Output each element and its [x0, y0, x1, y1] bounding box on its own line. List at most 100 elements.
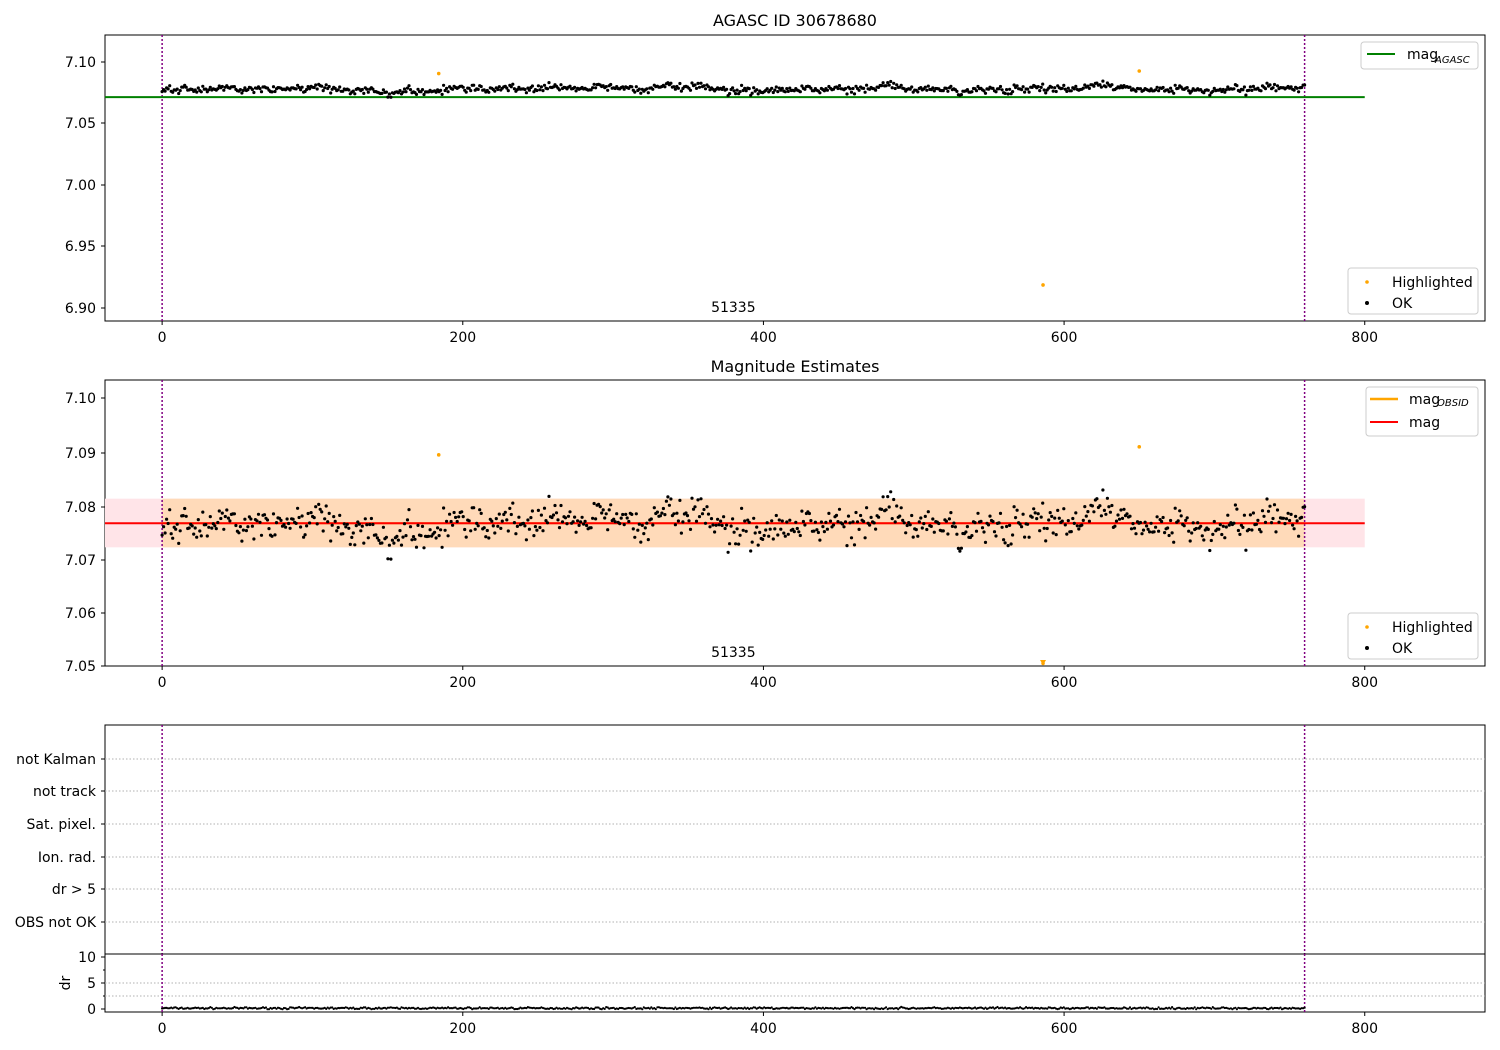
ok-point [959, 546, 964, 550]
ok-point [706, 85, 711, 89]
ok-point [490, 519, 494, 523]
out-of-range-marker [1040, 660, 1047, 665]
ok-point [795, 526, 799, 531]
ok-point [863, 536, 867, 540]
ok-point [1050, 514, 1054, 519]
ok-point [702, 84, 706, 88]
ok-point [1208, 548, 1212, 553]
ok-point [898, 514, 902, 518]
ok-point [926, 84, 930, 88]
ok-point [1000, 525, 1004, 529]
ok-point [837, 507, 842, 511]
ok-point [449, 519, 453, 524]
ok-point [214, 527, 218, 531]
ok-point [890, 517, 894, 521]
ok-point [1128, 514, 1132, 518]
ok-point [523, 524, 527, 528]
ok-point [788, 518, 792, 522]
ok-point [685, 514, 690, 518]
ok-point [357, 522, 361, 526]
ok-point [464, 90, 468, 94]
dr-point [802, 1006, 805, 1009]
dr-point [454, 1006, 457, 1009]
ok-point [1259, 530, 1263, 534]
ok-point [1101, 79, 1105, 83]
ok-point [607, 508, 611, 512]
ok-point [341, 532, 345, 536]
ok-point [369, 516, 373, 521]
ok-point [285, 517, 289, 521]
ok-point [365, 523, 369, 527]
legend-label-mag-agasc: mag [1407, 47, 1438, 63]
ok-point [916, 534, 920, 538]
ok-point [574, 530, 578, 534]
ok-point [1143, 520, 1147, 524]
ok-point [994, 534, 998, 538]
ok-point [1263, 520, 1268, 525]
ok-point [437, 534, 441, 538]
ok-point [163, 531, 167, 535]
ok-point [422, 546, 426, 550]
ok-point [204, 523, 208, 527]
dr-point [1279, 1006, 1282, 1009]
ok-point [1178, 509, 1182, 513]
ok-point [854, 510, 858, 515]
ok-point [464, 535, 468, 539]
ok-point [958, 549, 962, 553]
ok-point [1027, 90, 1031, 94]
ok-point [526, 518, 530, 522]
ok-point [901, 518, 905, 523]
ok-point [1026, 522, 1030, 526]
ok-point [655, 510, 660, 514]
ok-point [651, 87, 655, 91]
ok-point [1275, 508, 1280, 512]
ok-point [1176, 86, 1180, 90]
ok-point [902, 87, 906, 91]
ok-point [624, 512, 628, 517]
ok-point [852, 543, 857, 547]
ok-point [664, 499, 669, 503]
ok-point [1206, 527, 1210, 532]
dr-point [281, 1008, 284, 1011]
ok-point [1081, 86, 1085, 90]
ok-point [849, 90, 854, 94]
ok-point [1284, 517, 1289, 521]
ok-point [1069, 530, 1073, 534]
ok-point [1155, 85, 1159, 89]
ok-point [330, 523, 334, 527]
ok-point [753, 531, 757, 535]
ok-point [1295, 519, 1299, 523]
dr-point [799, 1006, 802, 1010]
ok-point [381, 525, 385, 529]
ok-point [1303, 83, 1307, 87]
dr-point [264, 1006, 268, 1009]
ok-point [1202, 91, 1206, 95]
ok-point [944, 519, 949, 523]
ok-point [809, 86, 813, 90]
dr-point [1211, 1006, 1214, 1009]
ok-point [855, 520, 860, 524]
ok-point [1063, 523, 1067, 527]
ok-point [329, 539, 333, 543]
ok-point [1218, 87, 1222, 91]
ok-point [642, 532, 646, 536]
ok-point [240, 91, 244, 95]
ok-point [770, 519, 774, 523]
ok-point [1065, 532, 1069, 536]
ok-point [1281, 516, 1286, 520]
ok-point [786, 89, 790, 93]
ok-point [308, 521, 312, 525]
ok-point [634, 512, 638, 516]
ok-point [725, 87, 729, 91]
dr-point [770, 1006, 773, 1009]
ok-point [1138, 87, 1143, 91]
ok-point [678, 498, 682, 502]
ok-point [568, 84, 572, 88]
ok-point [849, 536, 854, 540]
ok-point [1160, 519, 1164, 524]
ok-point [442, 506, 446, 510]
ok-point [338, 513, 342, 518]
ok-point [723, 526, 727, 531]
ok-point [1108, 510, 1112, 514]
ok-point [825, 88, 830, 92]
